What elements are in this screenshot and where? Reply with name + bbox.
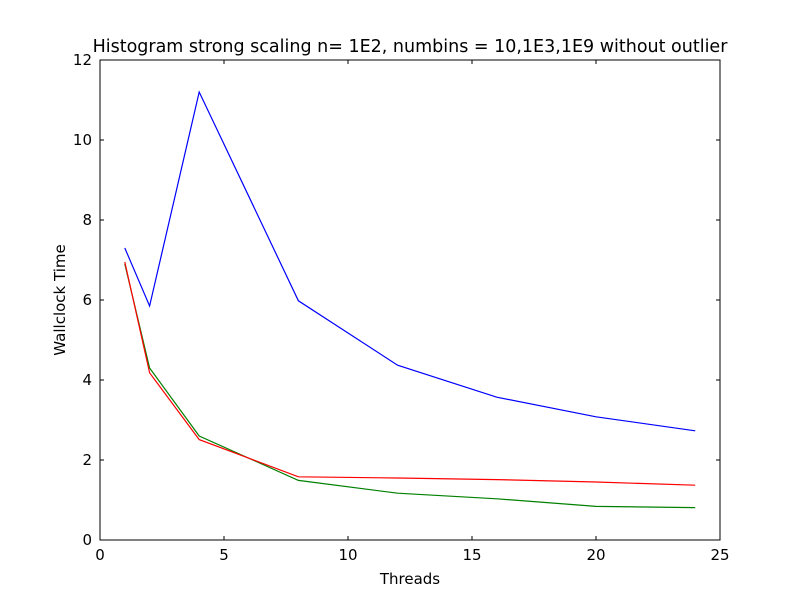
plot-frame — [99, 59, 721, 541]
axis-ticks: 0 5 10 15 20 25 0 2 4 6 8 10 12 — [73, 51, 730, 564]
y-tick-label: 2 — [82, 451, 92, 469]
y-tick-label: 8 — [82, 211, 92, 229]
x-tick-label: 25 — [710, 546, 729, 564]
y-tick-label: 6 — [82, 291, 92, 309]
y-tick-label: 0 — [82, 531, 92, 549]
series-layer — [124, 90, 696, 509]
y-tick-label: 4 — [82, 371, 92, 389]
series-line-2 — [124, 263, 696, 509]
x-tick-label: 15 — [462, 546, 481, 564]
x-tick-label: 5 — [219, 546, 229, 564]
x-axis-label: Threads — [379, 570, 440, 588]
y-tick-label: 12 — [73, 51, 92, 69]
chart-title: Histogram strong scaling n= 1E2, numbins… — [93, 37, 729, 57]
y-axis-label: Wallclock Time — [51, 244, 69, 355]
series-line-1 — [124, 90, 696, 432]
series-line-3 — [124, 261, 696, 486]
x-tick-label: 0 — [95, 546, 105, 564]
y-tick-label: 10 — [73, 131, 92, 149]
x-tick-label: 20 — [586, 546, 605, 564]
x-tick-label: 10 — [338, 546, 357, 564]
